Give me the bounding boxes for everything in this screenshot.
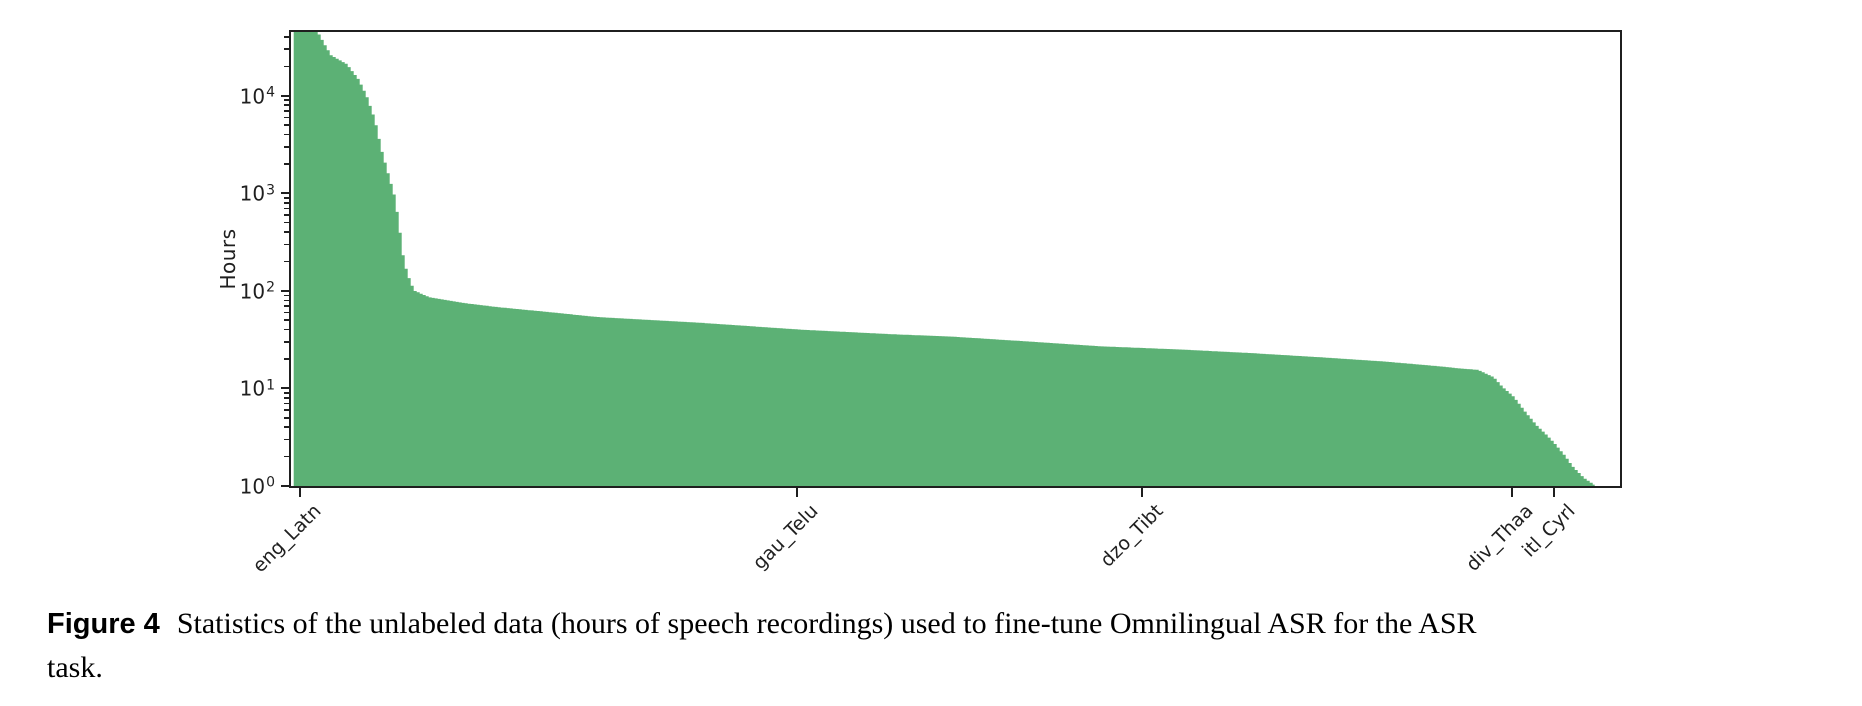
y-major-tick [281, 387, 289, 390]
y-tick-label: 101 [240, 376, 275, 401]
caption-text-line-2: task. [47, 651, 103, 684]
y-minor-tick [284, 201, 289, 204]
y-minor-tick [284, 319, 289, 322]
y-minor-tick [284, 65, 289, 68]
x-tick [796, 488, 799, 497]
y-minor-tick [284, 397, 289, 399]
caption-line-1: Figure 4 Statistics of the unlabeled data… [47, 604, 1837, 648]
y-minor-tick [284, 124, 289, 126]
y-tick-exponent: 3 [266, 182, 275, 199]
y-minor-tick [284, 36, 289, 38]
unlabeled-hours-chart: Hours 100 101 102 103 104 eng_Latn gau_Telu dzo… [216, 30, 1622, 578]
figure-caption: Figure 4 Statistics of the unlabeled data… [47, 604, 1837, 688]
y-minor-tick [284, 311, 289, 314]
y-minor-tick [284, 48, 289, 50]
y-tick-exponent: 1 [266, 377, 275, 394]
y-minor-tick [284, 409, 289, 411]
y-minor-tick [284, 358, 289, 360]
x-tick [1511, 488, 1514, 497]
y-tick-base: 10 [239, 376, 266, 401]
y-minor-tick [284, 341, 289, 343]
y-minor-tick [284, 328, 289, 331]
y-minor-tick [284, 99, 289, 101]
y-minor-tick [284, 116, 289, 119]
y-tick-base: 10 [239, 84, 266, 109]
y-tick-label: 104 [240, 83, 275, 108]
y-minor-tick [284, 299, 289, 302]
y-minor-tick [284, 214, 289, 216]
y-tick-label: 100 [239, 474, 275, 499]
y-minor-tick [284, 221, 289, 224]
y-minor-tick [284, 455, 289, 458]
x-tick [299, 488, 302, 497]
x-tick-label-gau_Telu: gau_Telu [748, 500, 823, 574]
y-major-tick [281, 94, 289, 97]
y-minor-tick [284, 243, 289, 246]
y-minor-tick [284, 417, 289, 419]
y-minor-tick [284, 305, 289, 307]
y-axis-label: Hours [216, 228, 240, 290]
y-tick-base: 10 [239, 181, 266, 206]
y-major-tick [281, 289, 289, 292]
unlabeled-hours-area [293, 32, 1595, 486]
y-minor-tick [284, 207, 289, 210]
y-minor-tick [284, 402, 289, 405]
y-tick-base: 10 [239, 279, 266, 304]
x-tick-label-dzo_Tibt: dzo_Tibt [1095, 500, 1168, 572]
y-minor-tick [284, 392, 289, 394]
y-minor-tick [284, 196, 289, 199]
x-tick [1552, 488, 1555, 497]
plot-area [289, 30, 1622, 488]
y-tick-exponent: 4 [266, 84, 275, 101]
area-series-svg [293, 32, 1595, 486]
y-tick-label: 103 [240, 181, 275, 206]
y-tick-label: 102 [239, 279, 275, 304]
y-minor-tick [284, 260, 289, 263]
y-major-tick [281, 192, 289, 195]
y-minor-tick [284, 110, 289, 112]
y-tick-exponent: 0 [266, 475, 275, 492]
y-tick-exponent: 2 [266, 279, 275, 296]
y-minor-tick [284, 294, 289, 297]
x-tick [1140, 488, 1143, 497]
y-minor-tick [284, 438, 289, 441]
y-major-tick [281, 485, 289, 487]
y-minor-tick [284, 145, 289, 148]
y-minor-tick [284, 163, 289, 165]
y-minor-tick [284, 104, 289, 106]
caption-figure-label: Figure 4 [47, 608, 160, 640]
y-minor-tick [284, 133, 289, 136]
x-tick-label-eng_Latn: eng_Latn [248, 500, 326, 578]
y-tick-base: 10 [239, 474, 266, 499]
caption-text-line-1: Statistics of the unlabeled data (hours … [176, 607, 1477, 640]
y-minor-tick [284, 231, 289, 233]
y-minor-tick [284, 426, 289, 429]
